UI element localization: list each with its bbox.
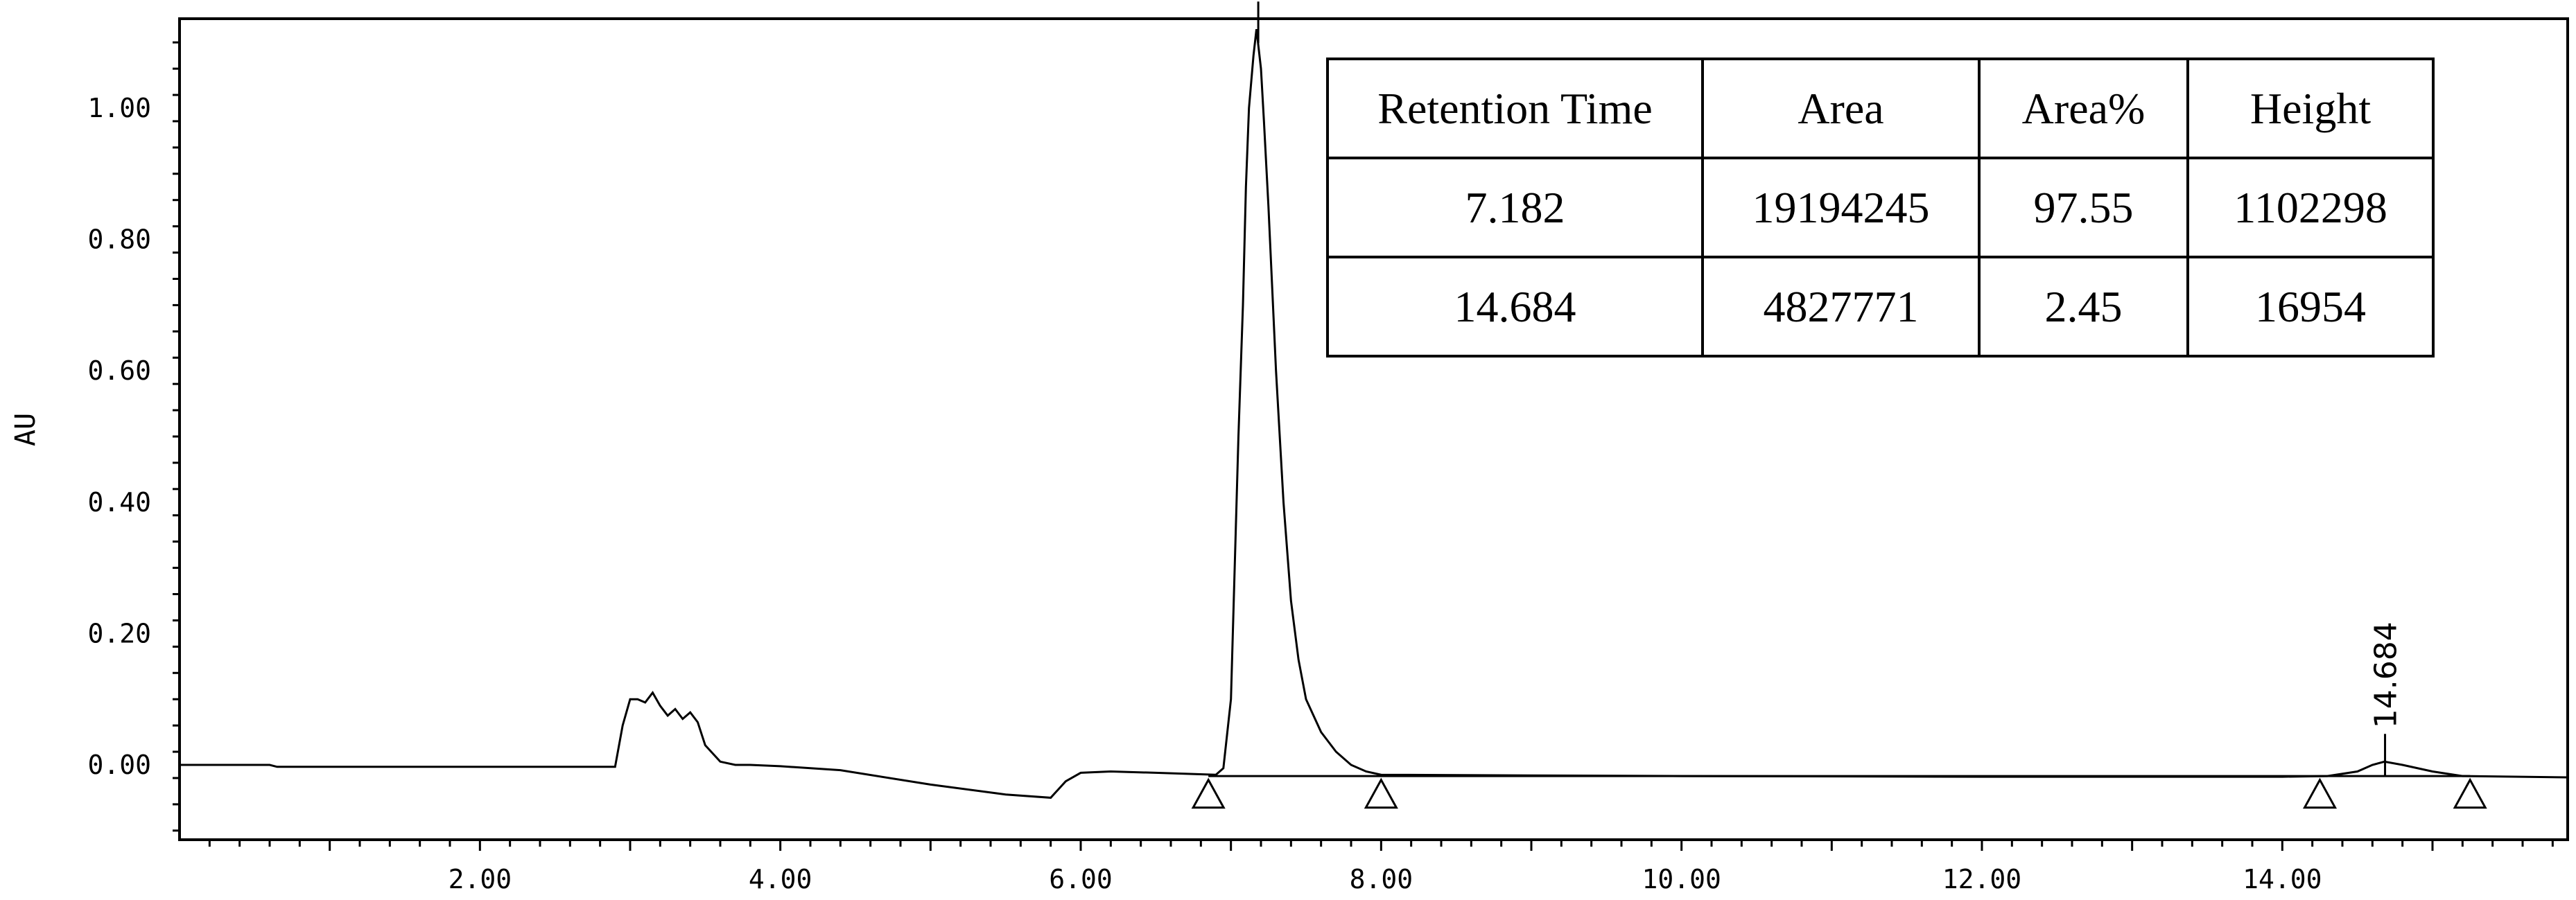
peak-results-table: Retention Time Area Area% Height 7.182 1… <box>1326 58 2435 358</box>
cell-area: 19194245 <box>1701 157 1981 258</box>
x-tick-label: 2.00 <box>449 864 512 894</box>
integration-markers <box>1191 777 2487 809</box>
peak-labels: 7.18214.684 <box>1257 1 2404 776</box>
integration-marker <box>2453 777 2487 809</box>
integration-marker <box>1191 777 1226 809</box>
integration-marker <box>2302 777 2338 809</box>
x-tick-label: 8.00 <box>1350 864 1413 894</box>
y-axis-ticks: 0.00 0.20 0.40 0.60 0.80 1.00 <box>87 41 180 832</box>
y-tick-label: 0.40 <box>87 487 151 518</box>
y-tick-label: 1.00 <box>87 93 151 123</box>
table-row: 7.182 19194245 97.55 1102298 <box>1326 157 2435 258</box>
cell-area: 4827771 <box>1701 256 1981 358</box>
table-row: 14.684 4827771 2.45 16954 <box>1326 256 2435 358</box>
x-axis-ticks: 2.00 4.00 6.00 8.00 10.00 12.00 14.00 <box>208 840 2554 894</box>
y-tick-label: 0.80 <box>87 224 151 255</box>
integration-marker <box>1364 777 1398 809</box>
y-axis-label: AU <box>10 413 42 446</box>
x-tick-label: 10.00 <box>1642 864 1721 894</box>
cell-retention-time: 14.684 <box>1326 256 1704 358</box>
plot-frame <box>178 17 2569 841</box>
cell-retention-time: 7.182 <box>1326 157 1704 258</box>
cell-height: 16954 <box>2186 256 2435 358</box>
cell-area-percent: 97.55 <box>1978 157 2189 258</box>
y-tick-label: 0.60 <box>87 355 151 386</box>
header-area: Area <box>1701 58 1981 159</box>
table-header-row: Retention Time Area Area% Height <box>1326 58 2435 159</box>
cell-height: 1102298 <box>2186 157 2435 258</box>
x-tick-label: 14.00 <box>2243 864 2322 894</box>
x-tick-label: 12.00 <box>1942 864 2021 894</box>
header-height: Height <box>2186 58 2435 159</box>
header-retention-time: Retention Time <box>1326 58 1704 159</box>
y-tick-label: 0.20 <box>87 618 151 648</box>
x-tick-label: 6.00 <box>1049 864 1113 894</box>
cell-area-percent: 2.45 <box>1978 256 2189 358</box>
y-tick-label: 0.00 <box>87 750 151 780</box>
peak-rt-label: 14.684 <box>2369 621 2404 728</box>
header-area-percent: Area% <box>1978 58 2189 159</box>
x-tick-label: 4.00 <box>749 864 812 894</box>
